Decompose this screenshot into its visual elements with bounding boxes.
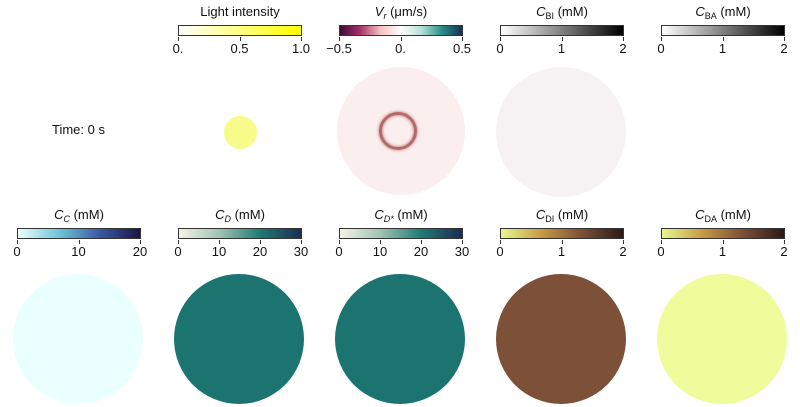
- colorbar-title-vr: Vr (μm/s): [374, 4, 428, 21]
- colorbar-tick-mark: [561, 240, 563, 244]
- colorbar-tick-mark: [78, 240, 80, 244]
- colorbar-tick-label: 1: [718, 244, 727, 259]
- colorbar-title-cbi: CBI (mM): [536, 4, 588, 21]
- colorbar-tick-label: 0: [657, 41, 665, 56]
- colorbar-title-cba: CBA (mM): [695, 4, 751, 21]
- panel-vr: Vr (μm/s) −0.5 0. 0.5: [326, 3, 471, 203]
- colorbar-tick-label: 2: [619, 41, 627, 56]
- colorbar-tick-mark: [339, 37, 340, 41]
- colorbar-cdstar: [339, 228, 463, 239]
- colorbar-tick-mark: [661, 240, 662, 244]
- colorbar-tick-mark: [140, 240, 141, 244]
- colorbar-tick-label: 1: [557, 244, 566, 259]
- colorbar-tick-label: 0.5: [230, 41, 249, 56]
- cda-field-disc: [657, 274, 787, 404]
- colorbar-tick-label: 0: [13, 244, 21, 259]
- colorbar-tick-mark: [301, 37, 302, 41]
- cbi-field-disc: [496, 67, 626, 197]
- colorbar-title-cdi: CDI (mM): [535, 207, 589, 224]
- panel-cd: CD (mM) 0 10 20 30: [174, 206, 309, 406]
- cdi-field-disc: [496, 274, 626, 404]
- colorbar-tick-mark: [500, 240, 501, 244]
- colorbar-tick-mark: [462, 240, 463, 244]
- colorbar-tick-label: 0.5: [452, 41, 472, 56]
- panel-cc: CC (mM) 0 10 20: [13, 206, 148, 406]
- colorbar-tick-mark: [722, 37, 724, 41]
- colorbar-tick-label: 30: [293, 244, 309, 259]
- colorbar-tick-mark: [301, 240, 302, 244]
- colorbar-tick-label: 20: [252, 244, 268, 259]
- colorbar-tick-label: 20: [413, 244, 429, 259]
- colorbar-tick-mark: [784, 240, 785, 244]
- colorbar-tick-label: 2: [780, 244, 788, 259]
- colorbar-title-light: Light intensity: [200, 4, 280, 19]
- cc-field-disc: [13, 274, 143, 404]
- colorbar-tick-label: 0: [335, 244, 343, 259]
- colorbar-tick-mark: [400, 37, 402, 41]
- cd-field-disc: [174, 274, 304, 404]
- colorbar-tick-mark: [178, 240, 179, 244]
- colorbar-cbi: [500, 25, 624, 36]
- colorbar-tick-mark: [260, 240, 261, 244]
- colorbar-tick-label: 1: [557, 41, 566, 56]
- panel-cdstar: CD* (mM) 0 10 20 30: [335, 206, 470, 406]
- colorbar-cba: [661, 25, 785, 36]
- colorbar-tick-mark: [623, 37, 624, 41]
- colorbar-tick-label: 1: [718, 41, 727, 56]
- cdstar-field-disc: [335, 274, 465, 404]
- colorbar-tick-label: 2: [619, 244, 627, 259]
- colorbar-cdi: [500, 228, 624, 239]
- colorbar-tick-label: 2: [780, 41, 788, 56]
- colorbar-tick-mark: [17, 240, 18, 244]
- colorbar-tick-mark: [661, 37, 662, 41]
- colorbar-tick-mark: [462, 37, 463, 41]
- panel-cbi: CBI (mM) 0 1 2: [496, 3, 627, 203]
- colorbar-light: [178, 25, 302, 36]
- colorbar-cc: [17, 228, 141, 239]
- colorbar-tick-mark: [500, 37, 501, 41]
- colorbar-tick-label: 0.: [395, 41, 406, 56]
- colorbar-tick-mark: [339, 240, 340, 244]
- panel-light-intensity: Light intensity 0. 0.5 1.0: [172, 3, 310, 203]
- colorbar-tick-mark: [784, 37, 785, 41]
- colorbar-tick-mark: [219, 240, 220, 244]
- colorbar-tick-mark: [239, 37, 241, 41]
- time-label: Time: 0 s: [52, 122, 105, 137]
- colorbar-tick-label: 0: [174, 244, 182, 259]
- colorbar-tick-mark: [380, 240, 381, 244]
- panel-cdi: CDI (mM) 0 1 2: [496, 206, 627, 406]
- vr-ring: [379, 112, 417, 150]
- colorbar-title-cdstar: CD* (mM): [374, 207, 428, 224]
- colorbar-tick-label: 0: [496, 244, 504, 259]
- colorbar-tick-label: 30: [454, 244, 470, 259]
- colorbar-tick-label: 10: [71, 244, 86, 259]
- colorbar-tick-label: 0.: [172, 41, 184, 56]
- colorbar-title-cc: CC (mM): [54, 207, 104, 224]
- colorbar-tick-label: 1.0: [291, 41, 311, 56]
- colorbar-tick-label: 0: [496, 41, 504, 56]
- colorbar-tick-mark: [722, 240, 724, 244]
- colorbar-tick-label: 10: [372, 244, 388, 259]
- colorbar-tick-mark: [421, 240, 422, 244]
- colorbar-vr: [339, 25, 463, 36]
- panel-cda: CDA (mM) 0 1 2: [657, 206, 788, 406]
- colorbar-tick-mark: [178, 37, 179, 41]
- colorbar-cda: [661, 228, 785, 239]
- colorbar-tick-mark: [623, 240, 624, 244]
- colorbar-title-cd: CD (mM): [215, 207, 265, 224]
- panel-cba: CBA (mM) 0 1 2: [657, 3, 788, 203]
- colorbar-tick-label: −0.5: [326, 41, 352, 56]
- colorbar-tick-label: 20: [132, 244, 148, 259]
- colorbar-tick-label: 10: [211, 244, 227, 259]
- colorbar-title-cda: CDA (mM): [695, 207, 751, 224]
- colorbar-tick-mark: [561, 37, 563, 41]
- colorbar-tick-label: 0: [657, 244, 665, 259]
- light-spot: [224, 116, 257, 149]
- colorbar-cd: [178, 228, 302, 239]
